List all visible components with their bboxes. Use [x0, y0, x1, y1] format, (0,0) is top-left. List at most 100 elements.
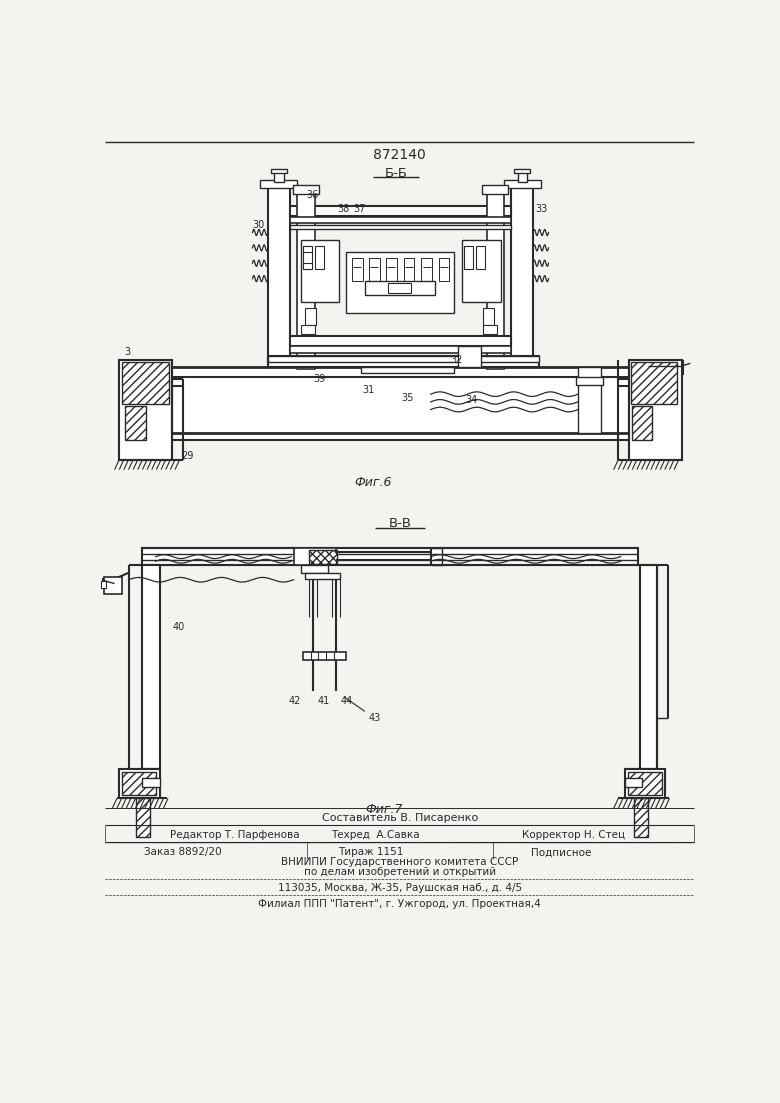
Text: 3: 3 — [125, 346, 131, 356]
Bar — [104, 577, 122, 595]
Bar — [576, 377, 603, 385]
Text: Заказ 8892/20: Заказ 8892/20 — [144, 847, 222, 857]
Bar — [119, 769, 159, 799]
Text: Корректор Н. Стец: Корректор Н. Стец — [522, 829, 626, 839]
Text: 39: 39 — [313, 374, 325, 384]
Bar — [628, 772, 661, 795]
Text: В-В: В-В — [388, 517, 411, 531]
Bar — [421, 258, 432, 281]
Bar — [297, 188, 314, 368]
Bar — [136, 799, 151, 837]
Text: Техред  А.Савка: Техред А.Савка — [332, 829, 420, 839]
Bar — [303, 246, 312, 253]
Text: 33: 33 — [535, 204, 548, 214]
Bar — [275, 171, 283, 182]
Bar — [631, 362, 677, 404]
Text: Фиг.6: Фиг.6 — [354, 476, 392, 490]
Text: 113035, Москва, Ж-35, Раушская наб., д. 4/5: 113035, Москва, Ж-35, Раушская наб., д. … — [278, 882, 522, 892]
Text: 42: 42 — [289, 696, 301, 706]
Bar — [268, 355, 539, 367]
Bar — [289, 217, 512, 223]
Bar — [518, 171, 527, 182]
Bar — [301, 565, 328, 572]
Bar — [462, 240, 501, 302]
Bar — [458, 346, 481, 367]
Bar — [512, 182, 533, 367]
Text: 34: 34 — [466, 395, 478, 405]
Text: 37: 37 — [353, 204, 366, 214]
Bar — [388, 283, 411, 292]
Bar — [625, 778, 641, 786]
Bar — [300, 240, 339, 302]
Text: 44: 44 — [340, 696, 353, 706]
Bar — [640, 565, 657, 769]
Bar — [476, 246, 485, 269]
Bar — [122, 772, 157, 795]
Bar — [122, 362, 168, 404]
Bar — [629, 360, 682, 460]
Bar — [303, 652, 346, 660]
Text: Редактор Т. Парфенова: Редактор Т. Парфенова — [169, 829, 300, 839]
Text: 43: 43 — [369, 713, 381, 722]
Text: 30: 30 — [252, 219, 264, 229]
Bar — [289, 225, 512, 229]
Bar — [438, 258, 449, 281]
Bar — [403, 258, 414, 281]
Text: 872140: 872140 — [374, 149, 426, 162]
Bar — [172, 367, 629, 440]
Bar — [314, 246, 324, 269]
Text: 36: 36 — [307, 191, 319, 201]
Bar — [261, 180, 297, 188]
Bar — [268, 355, 539, 362]
Bar — [484, 325, 498, 334]
Bar — [515, 169, 530, 173]
Bar — [303, 246, 312, 269]
Bar — [625, 769, 665, 799]
Bar — [303, 264, 312, 269]
Bar — [268, 182, 289, 367]
Bar — [361, 367, 454, 374]
Text: Фиг.7: Фиг.7 — [366, 803, 403, 816]
Bar — [633, 406, 652, 440]
Bar — [305, 572, 340, 579]
Text: по делам изобретений и открытий: по делам изобретений и открытий — [303, 867, 496, 877]
Bar — [126, 406, 146, 440]
Bar — [309, 549, 337, 564]
Bar — [346, 251, 454, 313]
Text: 35: 35 — [402, 393, 413, 403]
Bar — [386, 258, 397, 281]
Text: 41: 41 — [317, 696, 330, 706]
Bar — [578, 367, 601, 432]
Bar — [119, 360, 172, 460]
Bar — [634, 799, 647, 837]
Bar — [369, 258, 380, 281]
Text: 32: 32 — [450, 354, 463, 364]
Text: 40: 40 — [172, 622, 185, 632]
Bar — [289, 346, 512, 353]
Bar — [293, 548, 336, 565]
Bar — [143, 548, 639, 565]
Text: ВНИИПИ Государственного комитета СССР: ВНИИПИ Государственного комитета СССР — [281, 857, 519, 867]
Text: 38: 38 — [338, 204, 350, 214]
Text: Составитель В. Писаренко: Составитель В. Писаренко — [321, 813, 478, 824]
Text: 29: 29 — [181, 451, 193, 461]
Text: Филиал ППП "Патент", г. Ужгород, ул. Проектная,4: Филиал ППП "Патент", г. Ужгород, ул. Про… — [258, 899, 541, 909]
Text: Б-Б: Б-Б — [385, 167, 407, 180]
Bar — [101, 580, 106, 588]
Bar — [289, 336, 512, 345]
Bar — [143, 565, 159, 769]
Bar — [271, 169, 286, 173]
Bar — [352, 258, 363, 281]
Bar — [365, 281, 434, 295]
Bar — [504, 180, 541, 188]
Bar — [143, 778, 159, 786]
Text: Тираж 1151: Тираж 1151 — [338, 847, 403, 857]
Bar — [300, 325, 314, 334]
Bar — [487, 188, 504, 368]
Bar — [482, 184, 509, 194]
Bar — [464, 246, 473, 269]
Text: Подписное: Подписное — [531, 847, 592, 857]
Text: 31: 31 — [363, 385, 375, 395]
Bar — [289, 205, 512, 216]
Bar — [292, 184, 319, 194]
